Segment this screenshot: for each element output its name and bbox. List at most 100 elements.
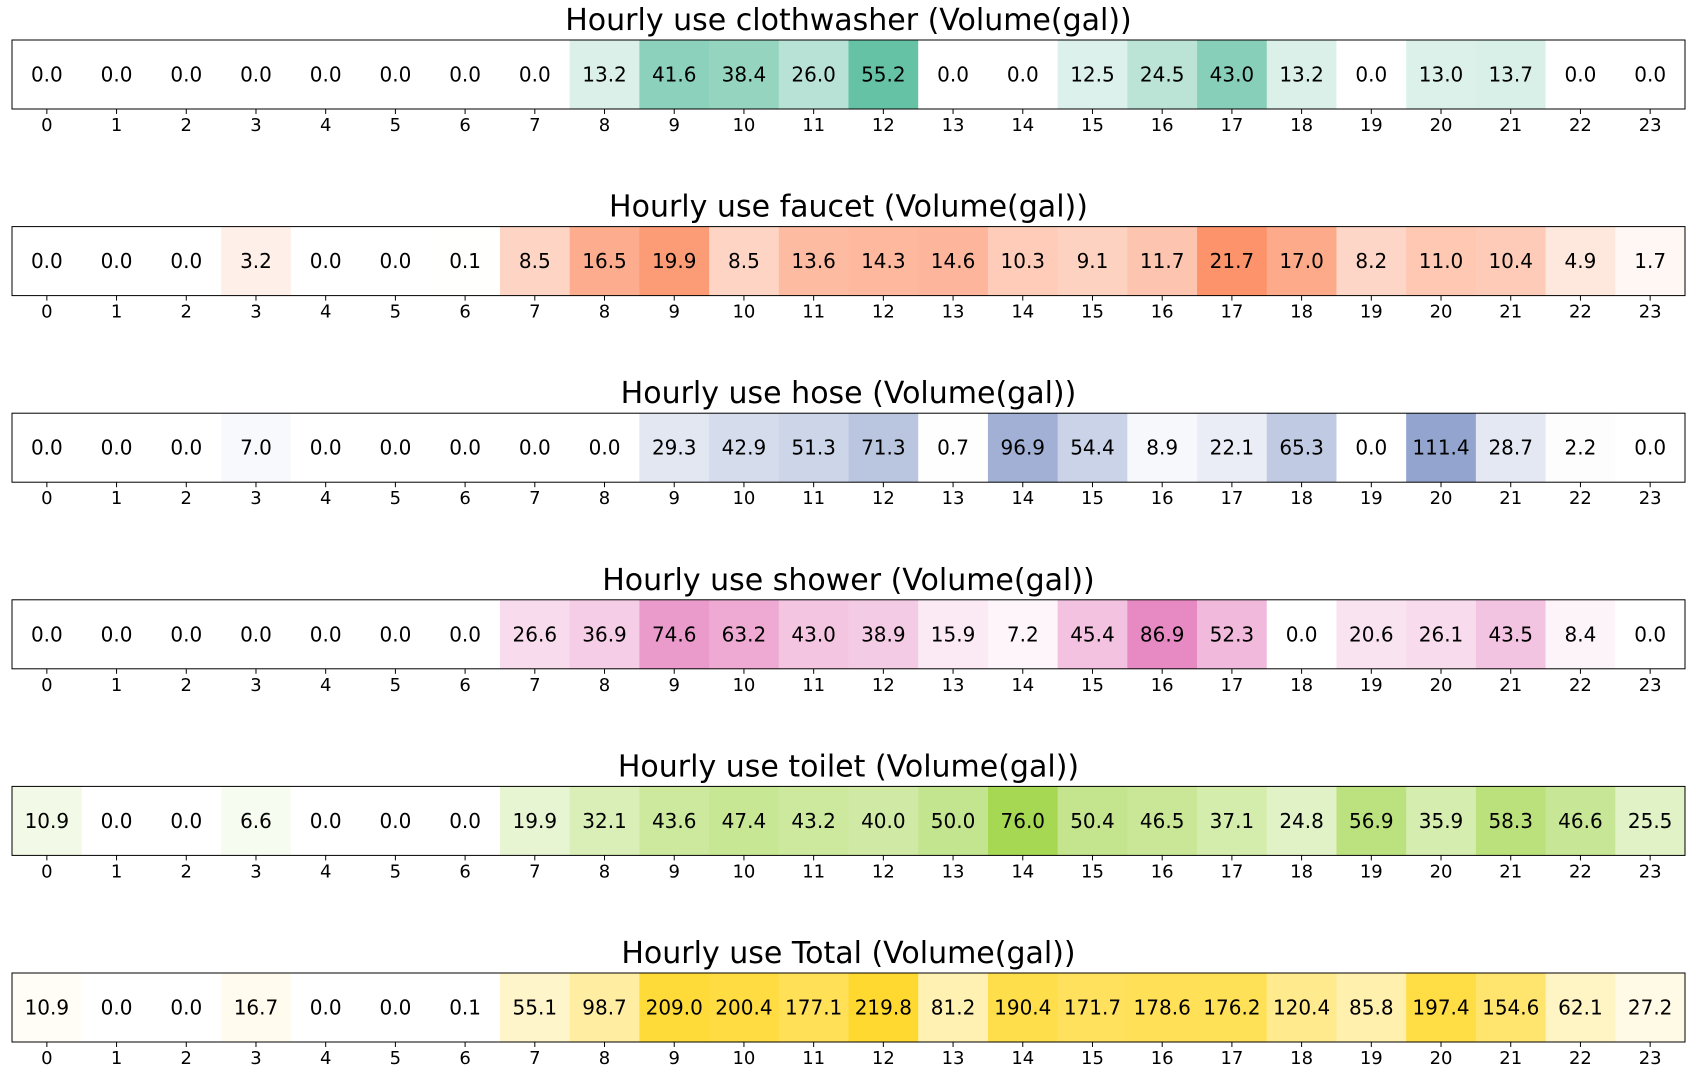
heatmap-panel: Hourly use hose (Volume(gal)) 0.0 0 0.0 1 0.0…: [11, 376, 1686, 509]
cell-value-label: 8.9: [1146, 436, 1178, 460]
heatmap-cell: [918, 973, 989, 1042]
heatmap-cell: [290, 786, 361, 856]
x-tick-label: 1: [111, 302, 122, 323]
cell-value-label: 0.0: [449, 809, 481, 833]
x-tick-label: 18: [1290, 488, 1313, 509]
x-tick-label: 9: [669, 675, 680, 696]
heatmap-cell: [1545, 40, 1616, 109]
x-tick-label: 13: [942, 675, 965, 696]
heatmap-cell: [290, 599, 361, 669]
heatmap-panel: Hourly use clothwasher (Volume(gal)) 0.0 0…: [11, 3, 1686, 136]
x-tick-label: 3: [250, 115, 261, 136]
x-tick-label: 9: [669, 488, 680, 509]
heatmap-cell: [1266, 413, 1337, 483]
x-tick-label: 1: [111, 488, 122, 509]
x-tick-label: 18: [1290, 675, 1313, 696]
x-tick-label: 19: [1360, 302, 1383, 323]
heatmap-cell: [290, 40, 361, 109]
cell-value-label: 0.0: [170, 63, 202, 87]
heatmap-cell: [12, 413, 83, 483]
heatmap-cell: [499, 973, 571, 1042]
heatmap-cell: [709, 786, 780, 856]
heatmap-cell: [709, 40, 780, 109]
cell-value-label: 0.0: [379, 622, 411, 646]
cell-value-label: 13.7: [1488, 63, 1533, 87]
heatmap-cell: [1336, 599, 1407, 669]
heatmap-cell: [1545, 226, 1616, 296]
heatmap-cell: [848, 413, 919, 483]
cell-value-label: 0.0: [310, 436, 342, 460]
x-tick-label: 6: [459, 861, 470, 882]
heatmap-cell: [430, 599, 501, 669]
heatmap-cell: [221, 599, 292, 669]
x-tick-label: 0: [41, 115, 52, 136]
heatmap-cell: [1545, 413, 1616, 483]
cell-value-label: 35.9: [1419, 809, 1464, 833]
cell-value-label: 0.0: [937, 63, 969, 87]
heatmap-cell: [290, 413, 361, 483]
cell-value-label: 55.1: [513, 996, 558, 1020]
x-tick-label: 0: [41, 302, 52, 323]
heatmap-cell: [848, 973, 919, 1042]
x-tick-label: 20: [1430, 302, 1453, 323]
x-tick-label: 7: [529, 1048, 540, 1069]
heatmap-cell: [918, 786, 989, 856]
heatmap-cell: [1127, 40, 1198, 109]
x-tick-label: 14: [1011, 115, 1034, 136]
heatmap-cell: [639, 226, 710, 296]
x-tick-label: 16: [1151, 488, 1174, 509]
heatmap-cell: [1127, 226, 1198, 296]
x-tick-label: 14: [1011, 675, 1034, 696]
cell-value-label: 0.0: [1286, 622, 1318, 646]
cell-value-label: 0.0: [170, 249, 202, 273]
cell-value-label: 81.2: [931, 996, 976, 1020]
x-tick-label: 9: [669, 1048, 680, 1069]
heatmap-cell: [1615, 413, 1686, 483]
x-tick-label: 4: [320, 488, 331, 509]
cell-value-label: 8.5: [728, 249, 760, 273]
cell-value-label: 38.4: [722, 63, 767, 87]
heatmap-cell: [1266, 40, 1337, 109]
x-tick-label: 20: [1430, 861, 1453, 882]
heatmap-cell: [709, 226, 780, 296]
x-tick-label: 12: [872, 675, 895, 696]
cell-value-label: 52.3: [1210, 622, 1255, 646]
x-tick-label: 12: [872, 115, 895, 136]
x-tick-label: 5: [390, 302, 401, 323]
x-tick-label: 20: [1430, 115, 1453, 136]
cell-value-label: 209.0: [646, 996, 703, 1020]
heatmap-cell: [1336, 226, 1407, 296]
cell-value-label: 0.7: [937, 436, 969, 460]
cell-value-label: 10.3: [1001, 249, 1046, 273]
cell-value-label: 19.9: [513, 809, 558, 833]
heatmap-cell: [569, 973, 640, 1042]
x-tick-label: 16: [1151, 115, 1174, 136]
cell-value-label: 51.3: [791, 436, 836, 460]
x-tick-label: 4: [320, 861, 331, 882]
x-tick-label: 11: [802, 675, 825, 696]
heatmap-cell: [12, 786, 83, 856]
cell-value-label: 24.5: [1140, 63, 1185, 87]
heatmap-cell: [12, 40, 83, 109]
x-tick-label: 2: [181, 675, 192, 696]
x-tick-label: 14: [1011, 488, 1034, 509]
heatmap-cell: [1057, 973, 1128, 1042]
cell-value-label: 4.9: [1565, 249, 1597, 273]
cell-value-label: 111.4: [1412, 436, 1469, 460]
panel-title: Hourly use hose (Volume(gal)): [621, 376, 1077, 411]
x-tick-label: 17: [1220, 1048, 1243, 1069]
heatmap-cell: [221, 40, 292, 109]
x-tick-label: 8: [599, 861, 610, 882]
heatmap-cell: [778, 599, 849, 669]
heatmap-cell: [848, 599, 919, 669]
heatmap-cell: [639, 413, 710, 483]
heatmap-cell: [151, 599, 222, 669]
cell-value-label: 14.6: [931, 249, 976, 273]
heatmap-cell: [778, 40, 849, 109]
cell-value-label: 36.9: [582, 622, 627, 646]
x-tick-label: 3: [250, 302, 261, 323]
heatmap-cell: [1127, 973, 1198, 1042]
x-tick-label: 22: [1569, 675, 1592, 696]
x-tick-label: 8: [599, 1048, 610, 1069]
heatmap-cell: [1197, 413, 1268, 483]
